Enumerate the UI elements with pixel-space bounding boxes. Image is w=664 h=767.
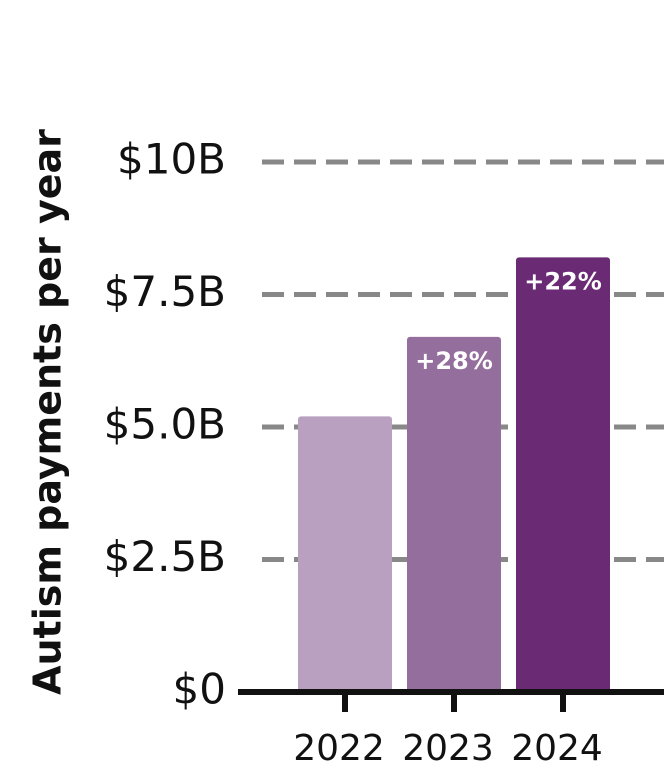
y-tick-label: $5.0B	[104, 400, 226, 449]
bar-label: +28%	[415, 347, 493, 375]
bar-label: +22%	[524, 267, 602, 295]
bar	[298, 416, 392, 692]
y-tick-label: $0	[173, 665, 226, 714]
bar	[407, 336, 501, 692]
y-tick-label: $2.5B	[104, 532, 226, 581]
y-axis-label: Autism payments per year	[26, 129, 70, 695]
bar	[516, 257, 610, 692]
x-tick-label: 2023	[402, 728, 494, 767]
y-tick-label: $7.5B	[104, 267, 226, 316]
y-tick-label: $10B	[117, 135, 226, 184]
x-tick-label: 2022	[293, 728, 385, 767]
x-tick-label: 2024	[511, 728, 603, 767]
